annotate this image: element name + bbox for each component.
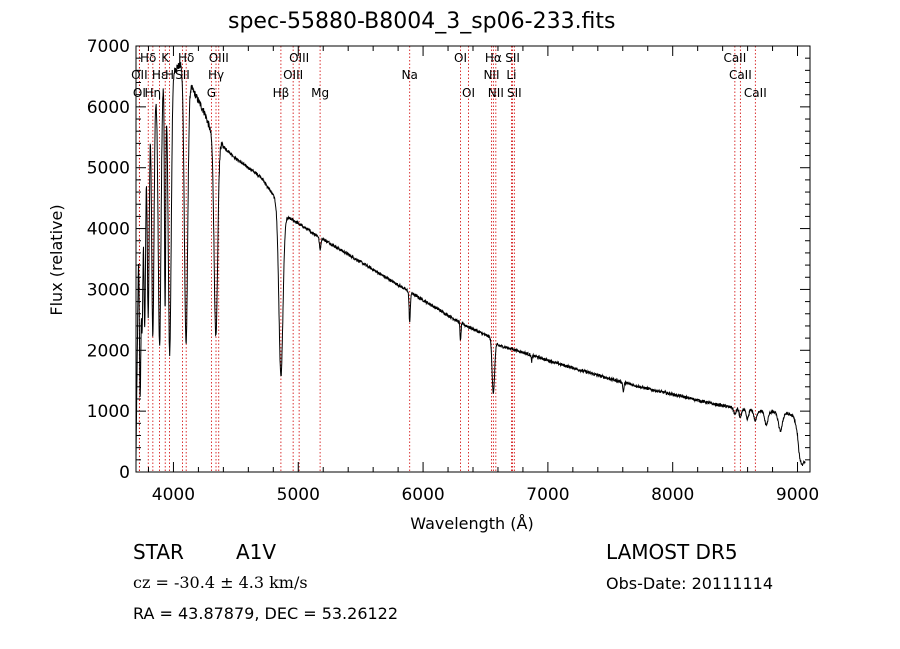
x-tick-label: 5000 — [277, 485, 320, 505]
x-axis-ticks: 4000 5000 6000 7000 8000 9000 — [147, 46, 819, 505]
line-marker-label: Li — [506, 68, 516, 82]
line-marker-label: Hδ — [178, 51, 194, 65]
line-marker-label: Hβ — [273, 86, 290, 100]
y-tick-label: 5000 — [87, 159, 130, 179]
line-marker-label: OIII — [209, 51, 229, 65]
line-marker-label: SII — [175, 68, 190, 82]
line-markers-layer — [138, 46, 756, 472]
x-tick-label: 8000 — [651, 485, 694, 505]
x-tick-label: 9000 — [776, 485, 819, 505]
observation-date: Obs-Date: 20111114 — [606, 574, 774, 593]
y-tick-label: 3000 — [87, 280, 130, 300]
line-marker-label: OIII — [283, 68, 303, 82]
line-marker-label: H — [165, 68, 174, 82]
line-marker-label: Hγ — [208, 68, 224, 82]
plot-frame — [135, 45, 811, 473]
line-marker-label: CaII — [729, 68, 752, 82]
y-tick-label: 0 — [119, 463, 130, 483]
x-tick-label: 4000 — [152, 485, 195, 505]
y-tick-label: 6000 — [87, 98, 130, 118]
line-marker-label: OI — [454, 51, 467, 65]
x-tick-label: 7000 — [526, 485, 569, 505]
line-marker-label: NII — [483, 68, 499, 82]
redshift-velocity: cz = -30.4 ± 4.3 km/s — [133, 573, 308, 592]
coordinates: RA = 43.87879, DEC = 53.26122 — [133, 604, 399, 623]
spectrum-line — [135, 61, 806, 466]
line-marker-label: CaII — [744, 86, 767, 100]
line-marker-label: G — [207, 86, 216, 100]
object-class: STAR — [133, 540, 184, 564]
line-marker-label: K — [161, 51, 170, 65]
y-tick-label: 4000 — [87, 220, 130, 240]
line-marker-label: Hα — [485, 51, 502, 65]
y-axis-label: Flux (relative) — [47, 204, 66, 315]
line-marker-label: OII — [131, 68, 148, 82]
x-axis-label: Wavelength (Å) — [410, 514, 533, 533]
line-marker-label: Hδ — [140, 51, 156, 65]
line-marker-label: Hε — [152, 68, 168, 82]
line-marker-label: CaII — [723, 51, 746, 65]
y-axis-ticks: 0 1000 2000 3000 4000 5000 6000 7000 — [87, 37, 810, 483]
line-marker-label: Mg — [311, 86, 329, 100]
y-tick-label: 1000 — [87, 402, 130, 422]
y-tick-label: 2000 — [87, 341, 130, 361]
y-tick-label: 7000 — [87, 37, 130, 57]
line-marker-label: OIII — [289, 51, 309, 65]
line-marker-label: Na — [402, 68, 418, 82]
chart-title: spec-55880-B8004_3_sp06-233.fits — [228, 9, 616, 34]
line-marker-label: NII — [488, 86, 504, 100]
x-tick-label: 6000 — [401, 485, 444, 505]
line-marker-label: OI — [462, 86, 475, 100]
line-marker-label: SII — [505, 51, 520, 65]
line-marker-label: SII — [507, 86, 522, 100]
object-subclass: A1V — [236, 540, 277, 564]
survey-name: LAMOST DR5 — [606, 540, 738, 564]
line-marker-label: Hη — [145, 86, 162, 100]
